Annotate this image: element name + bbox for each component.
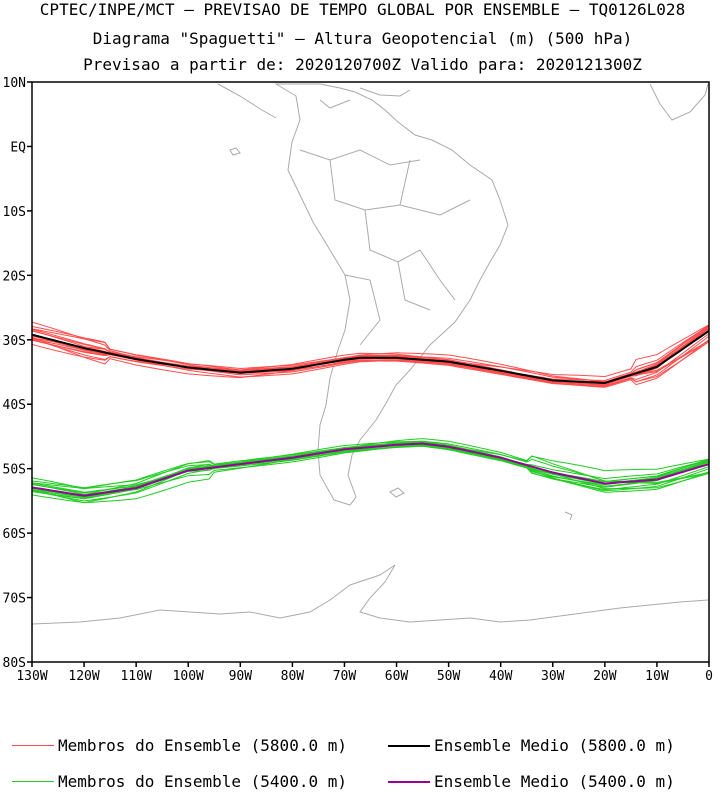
means-layer (31, 329, 710, 497)
legend-swatch-mean-5800 (388, 744, 430, 747)
legend-members-5800: Membros do Ensemble (5800.0 m) (12, 736, 347, 755)
y-tick-label: 10N (3, 76, 26, 91)
x-tick-label: 100W (173, 669, 204, 684)
x-tick-label: 40W (489, 669, 513, 684)
x-tick-label: 120W (68, 669, 99, 684)
y-tick-label: EQ (10, 140, 26, 155)
falkland-islands (389, 487, 405, 498)
y-tick-label: 40S (3, 398, 26, 413)
x-tick-label: 110W (120, 669, 151, 684)
antarctica-coastline (31, 564, 709, 625)
y-tick-label: 20S (3, 269, 26, 284)
x-tick-label: 30W (541, 669, 565, 684)
legend-mean-5800: Ensemble Medio (5800.0 m) (388, 736, 675, 755)
legend-label-mean-5800: Ensemble Medio (5800.0 m) (434, 736, 675, 755)
x-tick-label: 0 (705, 669, 713, 684)
y-tick-label: 10S (3, 205, 26, 220)
mean-5800-line (31, 329, 710, 385)
legend-members-5400: Membros do Ensemble (5400.0 m) (12, 772, 347, 791)
chart-subtitle: Diagrama "Spaguetti" — Altura Geopotenci… (92, 29, 633, 48)
legend-swatch-members-5800 (12, 745, 54, 746)
axes-layer: 130W 120W 110W 100W 90W 80W 70W 60W 50W 40W 30W 20W… (3, 76, 713, 684)
members-5400-layer (31, 438, 710, 504)
x-tick-label: 90W (229, 669, 253, 684)
member-5400-line-15 (31, 444, 710, 490)
legend-label-members-5400: Membros do Ensemble (5400.0 m) (58, 772, 347, 791)
legend-label-members-5800: Membros do Ensemble (5800.0 m) (58, 736, 347, 755)
galapagos-islands (229, 147, 241, 156)
legend-label-mean-5400: Ensemble Medio (5400.0 m) (434, 772, 675, 791)
x-tick-label: 130W (16, 669, 47, 684)
x-tick-label: 10W (645, 669, 669, 684)
x-tick-label: 60W (385, 669, 409, 684)
chart-title: CPTEC/INPE/MCT — PREVISAO DE TEMPO GLOBA… (39, 0, 686, 19)
x-tick-label: 50W (437, 669, 461, 684)
plot-frame (31, 81, 710, 663)
mean-5400-line (31, 442, 710, 497)
y-tick-label: 60S (3, 527, 26, 542)
x-tick-label: 70W (333, 669, 357, 684)
y-tick-label: 70S (3, 592, 26, 607)
legend-swatch-members-5400 (12, 781, 54, 782)
legend-swatch-mean-5400 (388, 780, 430, 783)
y-tick-label: 50S (3, 463, 26, 478)
forecast-dates: Previsao a partir de: 2020120700Z Valido… (83, 55, 642, 74)
south-america-coastline (274, 83, 509, 506)
y-tick-label: 80S (3, 656, 26, 671)
legend-mean-5400: Ensemble Medio (5400.0 m) (388, 772, 675, 791)
south-georgia (564, 511, 573, 521)
member-5400-line-16 (31, 441, 710, 496)
y-tick-label: 30S (3, 334, 26, 349)
country-borders (299, 149, 471, 346)
x-tick-label: 80W (281, 669, 305, 684)
coastline-layer (31, 83, 709, 625)
member-5400-line-3 (31, 440, 710, 504)
central-america-coastline (217, 83, 709, 121)
x-tick-label: 20W (593, 669, 617, 684)
